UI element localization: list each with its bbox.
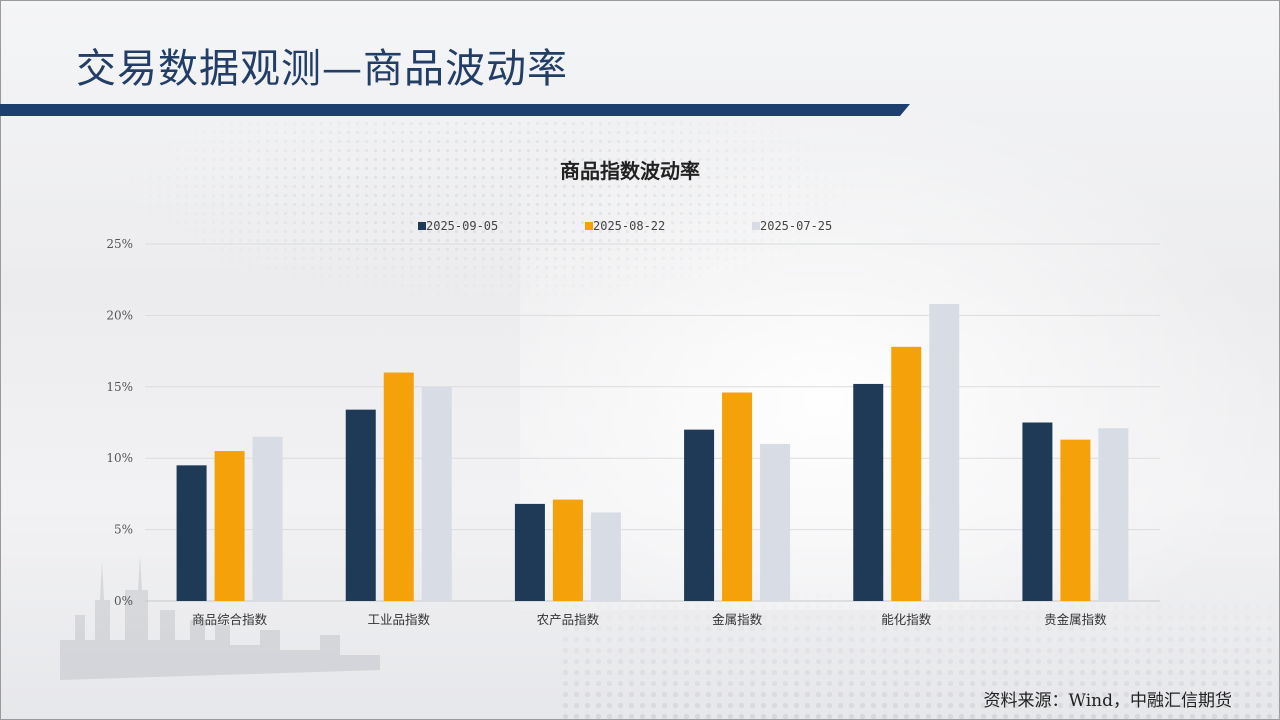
y-tick-label: 0% — [114, 594, 133, 608]
gridlines — [145, 243, 1160, 602]
bar-2025-09-05-金属指数 — [684, 429, 715, 601]
data-source-note: 资料来源：Wind，中融汇信期货 — [983, 691, 1232, 711]
x-category-label: 商品综合指数 — [192, 612, 268, 627]
x-category-label: 金属指数 — [712, 612, 763, 627]
y-tick-label: 5% — [114, 523, 133, 537]
x-axis-categories: 商品综合指数 工业品指数 农产品指数 金属指数 能化指数 贵金属指数 — [192, 612, 1107, 627]
legend-item: 2025-09-05 — [418, 219, 498, 233]
legend-swatch — [418, 222, 426, 230]
x-category-label: 贵金属指数 — [1044, 612, 1107, 627]
bar-2025-07-25-贵金属指数 — [1098, 428, 1129, 601]
bar-2025-09-05-商品综合指数 — [176, 465, 207, 601]
legend-label: 2025-08-22 — [593, 219, 665, 233]
bar-2025-08-22-能化指数 — [891, 346, 922, 601]
legend-swatch — [585, 222, 593, 230]
bar-2025-09-05-农产品指数 — [514, 503, 545, 601]
y-tick-label: 15% — [106, 380, 133, 394]
y-axis-ticks: 0% 5% 10% 15% 20% 25% — [106, 237, 133, 608]
legend-label: 2025-07-25 — [760, 219, 832, 233]
y-tick-label: 10% — [106, 451, 133, 465]
bar-2025-08-22-贵金属指数 — [1060, 439, 1091, 601]
bar-2025-09-05-贵金属指数 — [1022, 422, 1053, 601]
bar-2025-09-05-能化指数 — [853, 383, 884, 601]
bars — [176, 303, 1129, 601]
world-map-dots — [110, 110, 870, 310]
city-skyline-silhouette — [60, 555, 380, 680]
bar-2025-07-25-工业品指数 — [421, 386, 452, 601]
chart-legend: 2025-09-05 2025-08-22 2025-07-25 — [418, 219, 832, 233]
honeycomb-pattern — [560, 590, 1280, 720]
bar-2025-09-05-工业品指数 — [345, 409, 376, 601]
legend-label: 2025-09-05 — [426, 219, 498, 233]
y-tick-label: 25% — [106, 237, 133, 251]
x-category-label: 工业品指数 — [367, 612, 430, 627]
legend-swatch — [752, 222, 760, 230]
bar-2025-08-22-工业品指数 — [383, 372, 414, 601]
page-title: 交易数据观测—商品波动率 — [76, 46, 568, 92]
bar-2025-08-22-农产品指数 — [552, 499, 583, 601]
chart-title: 商品指数波动率 — [560, 159, 700, 183]
legend-item: 2025-08-22 — [585, 219, 665, 233]
bar-2025-08-22-商品综合指数 — [214, 451, 245, 601]
bar-2025-08-22-金属指数 — [722, 392, 753, 601]
x-category-label: 能化指数 — [881, 612, 932, 627]
bar-2025-07-25-农产品指数 — [590, 512, 621, 601]
legend-item: 2025-07-25 — [752, 219, 832, 233]
bar-2025-07-25-能化指数 — [929, 303, 960, 601]
x-category-label: 农产品指数 — [537, 612, 600, 627]
bar-2025-07-25-商品综合指数 — [252, 436, 283, 601]
bar-2025-07-25-金属指数 — [760, 443, 791, 601]
title-underline-bar — [0, 104, 910, 116]
y-tick-label: 20% — [106, 308, 133, 322]
